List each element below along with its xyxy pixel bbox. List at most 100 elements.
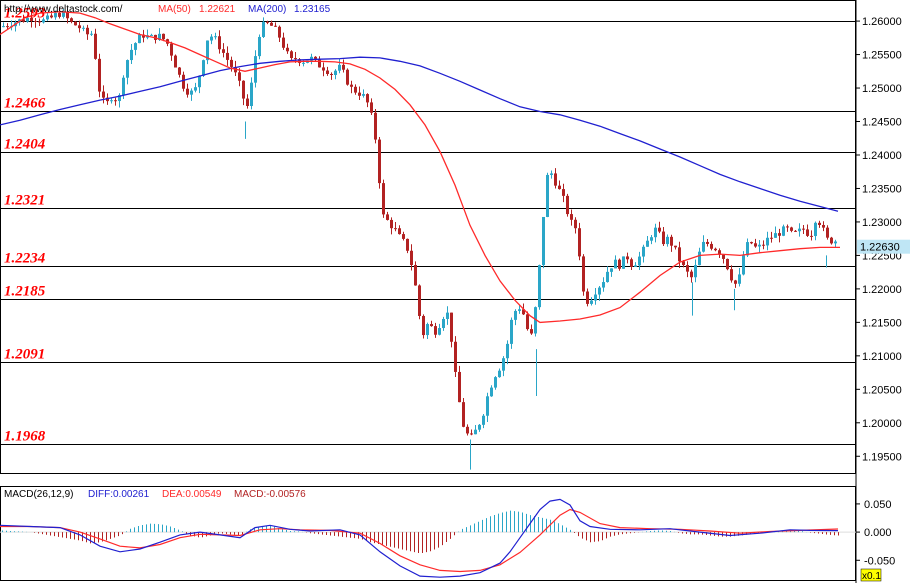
candle-body — [202, 60, 205, 76]
candle-body — [690, 271, 693, 278]
candle-body — [262, 21, 265, 37]
ma50-label: MA(50) — [158, 4, 191, 15]
candle-body — [438, 328, 441, 335]
candle-body — [742, 255, 745, 275]
candle-body — [66, 12, 69, 19]
candle-body — [242, 80, 245, 99]
candle-body — [162, 33, 165, 40]
candle-body — [670, 236, 673, 246]
candle-body — [142, 34, 145, 38]
candle-body — [626, 256, 629, 260]
candle-body — [102, 91, 105, 98]
candle-body — [198, 75, 201, 88]
candle-body — [754, 243, 757, 247]
candle-body — [562, 189, 565, 196]
candle-body — [190, 90, 193, 95]
candle-body — [394, 228, 397, 230]
candle-body — [606, 271, 609, 283]
candle-body — [30, 17, 33, 21]
candle-body — [282, 37, 285, 48]
candle-body — [398, 228, 401, 235]
candle-body — [150, 34, 153, 36]
candle-body — [638, 256, 641, 266]
candle-body — [334, 70, 337, 75]
candle-body — [350, 84, 353, 87]
candle-body — [674, 245, 677, 248]
candle-body — [614, 259, 617, 269]
candle-body — [246, 98, 249, 107]
candle-body — [122, 77, 125, 96]
candle-body — [634, 265, 637, 267]
candle-body — [834, 241, 837, 244]
candle-body — [810, 235, 813, 237]
candle-body — [26, 17, 29, 22]
candle-body — [114, 100, 117, 102]
candle-body — [746, 242, 749, 256]
ma200-value: 1.23165 — [294, 4, 331, 15]
candle-body — [578, 228, 581, 257]
candle-body — [402, 234, 405, 239]
level-label: 1.2321 — [4, 193, 45, 209]
candle-body — [418, 285, 421, 316]
candle-body — [570, 214, 573, 220]
candle-body — [550, 173, 553, 175]
candle-body — [422, 315, 425, 336]
candle-body — [466, 426, 469, 434]
price-tick-label: 1.25500 — [862, 50, 902, 62]
level-label: 1.2091 — [4, 347, 45, 363]
candle-body — [622, 256, 625, 269]
candle-body — [646, 240, 649, 247]
candle-body — [186, 88, 189, 95]
candle-body — [270, 22, 273, 26]
candle-body — [258, 36, 261, 57]
candle-body — [218, 36, 221, 50]
candle-body — [110, 100, 113, 102]
candle-body — [226, 52, 229, 60]
candle-body — [322, 67, 325, 71]
candle-body — [542, 216, 545, 266]
level-labels: 1.2593 1.2466 1.2404 1.2321 1.2234 1.2185 1.20… — [4, 6, 46, 445]
candle-body — [514, 310, 517, 320]
candle-body — [354, 86, 357, 93]
candle-body — [290, 51, 293, 59]
candle-body — [566, 195, 569, 215]
candle-body — [294, 58, 297, 60]
candle-body — [458, 371, 461, 403]
candle-body — [726, 258, 729, 270]
price-tick-label: 1.23000 — [862, 217, 902, 229]
source-url: http://www.deltastock.com/ — [4, 4, 123, 15]
price-tick-label: 1.26000 — [862, 16, 902, 28]
candle-body — [158, 33, 161, 40]
candle-body — [786, 226, 789, 228]
candle-body — [42, 19, 45, 23]
candle-body — [426, 324, 429, 336]
candle-body — [338, 64, 341, 71]
candle-body — [714, 248, 717, 251]
candle-body — [378, 139, 381, 184]
candle-body — [46, 15, 49, 20]
macd-tick-label: -0.050 — [864, 555, 895, 567]
candle-body — [814, 222, 817, 237]
zoom-badge[interactable]: x0.1 — [862, 571, 881, 582]
macd-tick-label: 0.050 — [864, 499, 892, 511]
candle-body — [62, 12, 65, 17]
candle-body — [482, 415, 485, 425]
candle-body — [78, 25, 81, 29]
price-tick-label: 1.24500 — [862, 117, 902, 129]
candle-body — [470, 433, 473, 435]
candle-body — [738, 274, 741, 284]
candle-body — [598, 287, 601, 295]
last-price-tag: 1.22630 — [860, 242, 900, 254]
candle-body — [770, 237, 773, 239]
candle-body — [250, 82, 253, 107]
candle-body — [526, 314, 529, 330]
candle-body — [82, 27, 85, 29]
candle-body — [210, 36, 213, 41]
candle-body — [582, 256, 585, 292]
price-tick-label: 1.19500 — [862, 451, 902, 463]
candle-body — [758, 244, 761, 247]
macd-dea: DEA:0.00549 — [162, 489, 222, 500]
ma50-line — [0, 11, 840, 324]
candle-body — [386, 214, 389, 220]
candle-body — [90, 33, 93, 35]
